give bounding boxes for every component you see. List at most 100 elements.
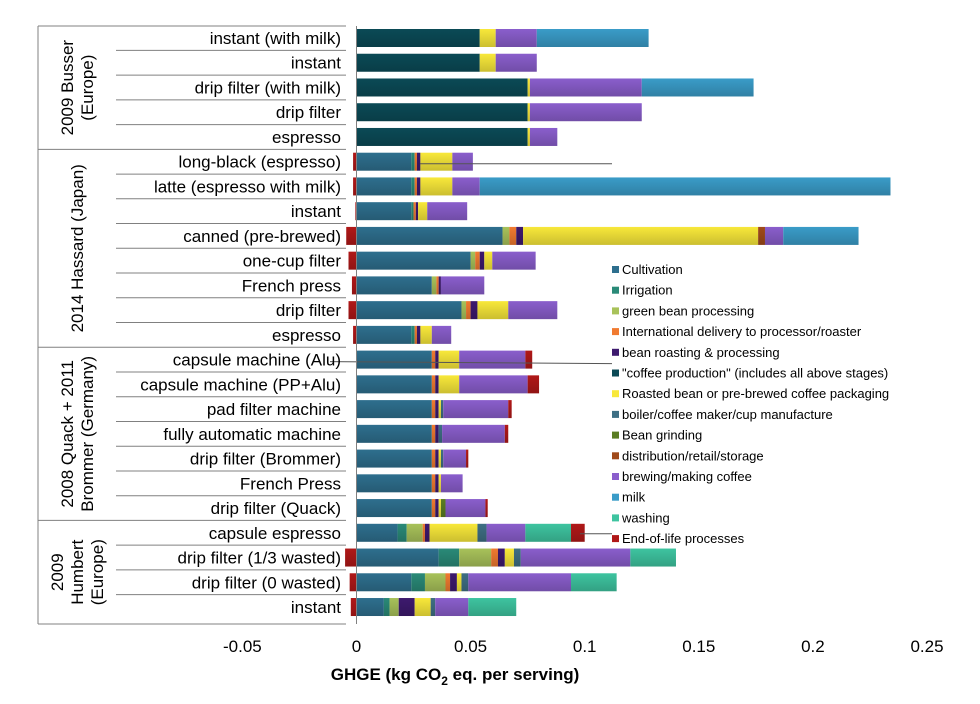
x-tick-label: 0.25	[910, 637, 943, 656]
study-group-label-line: 2009 Busser	[58, 40, 77, 136]
legend-swatch	[612, 535, 619, 543]
bar-segment-green-bean-processing	[389, 598, 399, 617]
legend-swatch	[612, 266, 619, 273]
bar-segment-brewing-making-coffee	[520, 548, 631, 567]
bar-segment-end-of-life-processes	[349, 573, 357, 592]
bar-segment-cultivation	[356, 301, 462, 320]
bar-segment-roasted-bean-or-pre-brewed-coffee-packaging	[523, 226, 759, 245]
category-label: capsule espresso	[209, 524, 341, 543]
legend-swatch	[612, 452, 619, 460]
legend-leader-lines	[329, 163, 613, 535]
bar-segment-roasted-bean-or-pre-brewed-coffee-packaging	[484, 251, 493, 270]
bar-segment-boiler-coffee-maker-cup-manufacture	[461, 573, 469, 592]
bar-segment-brewing-making-coffee	[452, 152, 473, 171]
bar-segment-milk	[536, 29, 649, 47]
legend-swatch	[612, 410, 619, 418]
bar-segment-brewing-making-coffee	[459, 350, 526, 369]
bar-segment-boiler-coffee-maker-cup-manufacture	[477, 523, 487, 542]
bar-segment-boiler-coffee-maker-cup-manufacture	[440, 400, 444, 419]
bar-segment-boiler-coffee-maker-cup-manufacture	[438, 424, 443, 443]
bar-segment-bean-roasting-processing	[435, 400, 439, 419]
study-group-label-line: 2009	[48, 553, 67, 591]
bar-segment-irrigation	[411, 202, 414, 221]
legend-label: boiler/coffee maker/cup manufacture	[622, 407, 833, 422]
bar-segment-brewing-making-coffee	[443, 400, 509, 419]
bar-segment-roasted-bean-or-pre-brewed-coffee-packaging	[504, 548, 514, 567]
bar-segment-coffee-production-includes-all-above-stages	[356, 78, 528, 97]
bar-segment-irrigation	[411, 573, 425, 592]
bar-segment-green-bean-processing	[502, 226, 510, 245]
study-group-label: 2008 Quack + 2011Brommer (Germany)	[58, 356, 97, 512]
bar-segment-green-bean-processing	[461, 301, 467, 320]
bar-segment-bean-roasting-processing	[470, 301, 478, 320]
x-axis-title-part: GHGE (kg CO	[331, 665, 442, 684]
bar-segment-brewing-making-coffee	[486, 523, 526, 542]
category-labels: instant (with milk) instant drip filter (w…	[140, 29, 341, 617]
bar-segment-green-bean-processing	[470, 251, 476, 270]
legend-label: "coffee production" (includes all above …	[622, 366, 888, 381]
category-label: instant	[291, 598, 341, 617]
legend-label: Bean grinding	[622, 428, 702, 443]
category-label: espresso	[272, 326, 341, 345]
bar-segment-brewing-making-coffee	[431, 325, 452, 344]
bar-segment-cultivation	[356, 548, 439, 567]
bar-segment-brewing-making-coffee	[443, 449, 467, 468]
bar-segment-brewing-making-coffee	[529, 103, 642, 122]
bar-segment-roasted-bean-or-pre-brewed-coffee-packaging	[479, 29, 496, 47]
bar-segment-bean-roasting-processing	[435, 499, 439, 518]
bar-segment-cultivation	[356, 177, 412, 196]
bar-segment-irrigation	[383, 598, 390, 617]
bar-segment-roasted-bean-or-pre-brewed-coffee-packaging	[414, 598, 431, 617]
x-axis-title: GHGE (kg CO2 eq. per serving)	[331, 665, 580, 688]
x-tick-label: 0.2	[801, 637, 825, 656]
study-group-label: 2014 Hassard (Japan)	[68, 164, 87, 332]
category-label: French press	[242, 276, 341, 295]
bar-segment-boiler-coffee-maker-cup-manufacture	[430, 598, 436, 617]
study-group-label: 2009Humbert(Europe)	[48, 539, 107, 605]
bar-segment-end-of-life-processes	[571, 523, 585, 542]
legend-label: Roasted bean or pre-brewed coffee packag…	[622, 386, 889, 401]
bar-segment-cultivation	[356, 400, 432, 419]
bar-segment-roasted-bean-or-pre-brewed-coffee-packaging	[438, 474, 441, 493]
bar-segment-international-delivery-to-processor-roaster	[509, 226, 517, 245]
category-label: drip filter (Brommer)	[190, 450, 341, 469]
bar-segment-brewing-making-coffee	[442, 424, 505, 443]
bar-segment-bean-roasting-processing	[416, 325, 421, 344]
bar-segment-milk	[641, 78, 754, 97]
bar-segment-brewing-making-coffee	[445, 499, 486, 518]
bar-segment-roasted-bean-or-pre-brewed-coffee-packaging	[438, 350, 460, 369]
category-label: instant	[291, 202, 341, 221]
leader-line	[329, 361, 613, 365]
bar-segment-bean-roasting-processing	[435, 424, 439, 443]
bar-segment-bean-roasting-processing	[435, 474, 439, 493]
legend-label: Irrigation	[622, 283, 673, 298]
x-tick-label: 0.05	[454, 637, 487, 656]
bar-segment-bean-grinding	[440, 499, 446, 518]
bar-area	[345, 29, 891, 617]
category-label: pad filter machine	[207, 400, 341, 419]
bar-segment-cultivation	[356, 152, 412, 171]
bar-segment-end-of-life-processes	[485, 499, 488, 518]
bar-segment-bean-roasting-processing	[479, 251, 485, 270]
bar-segment-bean-roasting-processing	[398, 598, 415, 617]
bar-segment-international-delivery-to-processor-roaster	[431, 350, 436, 369]
bar-segment-brewing-making-coffee	[495, 29, 537, 47]
bar-segment-international-delivery-to-processor-roaster	[431, 375, 436, 394]
bar-segment-bean-roasting-processing	[416, 152, 421, 171]
bar-segment-bean-roasting-processing	[415, 202, 419, 221]
legend-swatch	[612, 473, 619, 480]
study-group-label-line: (Europe)	[88, 539, 107, 605]
bar-segment-roasted-bean-or-pre-brewed-coffee-packaging	[438, 375, 460, 394]
legend-label: washing	[621, 510, 670, 525]
category-label: capsule machine (PP+Alu)	[140, 375, 341, 394]
bar-segment-irrigation	[411, 325, 415, 344]
bar-segment-end-of-life-processes	[351, 276, 357, 295]
bar-segment-international-delivery-to-processor-roaster	[414, 152, 417, 171]
bar-segment-roasted-bean-or-pre-brewed-coffee-packaging	[438, 400, 441, 419]
bar-segment-green-bean-processing	[406, 523, 423, 542]
study-group-brackets: 2009 Busser (Europe) 2014 Hassard (Japan) 2…	[37, 25, 346, 625]
bar-segment-end-of-life-processes	[466, 449, 469, 468]
category-label: drip filter	[276, 103, 342, 122]
bar-segment-brewing-making-coffee	[495, 53, 537, 72]
bar-segment-roasted-bean-or-pre-brewed-coffee-packaging	[527, 127, 530, 146]
